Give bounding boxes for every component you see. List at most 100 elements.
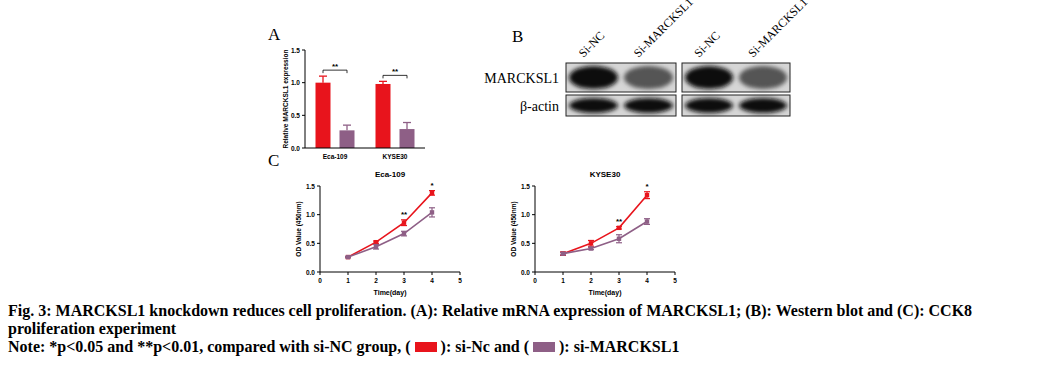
- x-tick: [348, 272, 349, 275]
- marker: [645, 193, 649, 197]
- error-cap: [379, 81, 387, 82]
- marker: [374, 245, 378, 249]
- error-bar: [560, 252, 566, 255]
- marker: [561, 251, 565, 255]
- error-cap: [644, 191, 650, 192]
- band: [685, 66, 733, 89]
- y-tick-label: 0.0: [291, 145, 300, 152]
- y-axis-line: [305, 50, 306, 148]
- x-axis-label: Time(day): [589, 289, 622, 297]
- marker: [589, 241, 593, 245]
- bar-chart: 0.00.51.01.5Eca-109KYSE30Relative MARCKS…: [282, 47, 425, 161]
- error-stem: [346, 125, 347, 130]
- caption-note: Note: *p<0.05 and **p<0.01, compared wit…: [8, 338, 1048, 356]
- x-tick-label: 5: [458, 277, 462, 284]
- y-tick-label: 0.5: [521, 240, 530, 247]
- band: [739, 66, 787, 89]
- series-line: [348, 193, 432, 257]
- y-tick-label: 1.0: [306, 211, 315, 218]
- y-tick-label: 1.5: [521, 183, 530, 190]
- x-tick-label: 5: [673, 277, 677, 284]
- panel-label: C: [268, 151, 279, 170]
- x-axis-line: [320, 272, 460, 273]
- y-tick: [317, 243, 320, 244]
- bar: [316, 83, 331, 148]
- legend-label: si-Nc: [455, 338, 490, 355]
- x-tick-label: 1: [346, 277, 350, 284]
- y-tick-label: 0.0: [306, 269, 315, 276]
- error-cap: [429, 216, 435, 217]
- x-tick: [460, 272, 461, 275]
- band: [685, 98, 733, 113]
- annotation: *: [645, 182, 649, 191]
- y-axis-line: [535, 186, 536, 272]
- y-tick: [317, 272, 320, 273]
- bar: [400, 129, 415, 148]
- y-tick: [317, 186, 320, 187]
- y-tick-label: 1.0: [291, 79, 300, 86]
- y-axis-line: [320, 186, 321, 272]
- y-tick: [532, 214, 535, 215]
- x-tick-label: 0: [533, 277, 537, 284]
- error-bar: [401, 220, 407, 226]
- x-tick: [376, 272, 377, 275]
- x-tick: [675, 272, 676, 275]
- marker: [645, 219, 649, 223]
- y-tick: [317, 214, 320, 215]
- blot-frame: [566, 95, 676, 116]
- chart-title: KYSE30: [590, 170, 621, 179]
- error-bar: [403, 123, 411, 130]
- band: [624, 98, 673, 113]
- error-stem: [406, 123, 407, 130]
- row-label: MARCKSL1: [484, 71, 559, 86]
- y-axis-label: OD Value (450nm): [510, 201, 518, 256]
- error-bar: [373, 244, 379, 249]
- line-chart: 0123450.00.51.01.5KYSE30Time(day)OD Valu…: [510, 170, 677, 297]
- series-line: [348, 212, 432, 257]
- series-line: [563, 222, 647, 254]
- blot-frame: [566, 63, 676, 92]
- y-tick-label: 1.5: [306, 183, 315, 190]
- error-cap: [401, 219, 407, 220]
- y-tick-label: 1.5: [291, 47, 300, 54]
- error-bar: [319, 76, 327, 83]
- plot-area: [345, 191, 435, 260]
- lane-label: Si-NC: [576, 29, 608, 61]
- panel-label: B: [512, 27, 523, 46]
- error-cap: [644, 218, 650, 219]
- error-bar: [616, 235, 622, 243]
- error-cap: [644, 224, 650, 225]
- caption-title-text: Fig. 3: MARCKSL1 knockdown reduces cell …: [8, 302, 972, 337]
- x-tick-label: 2: [374, 277, 378, 284]
- error-cap: [616, 234, 622, 235]
- row-label: β-actin: [520, 99, 559, 114]
- y-tick-label: 0.0: [521, 269, 530, 276]
- y-tick: [532, 243, 535, 244]
- error-bar: [401, 231, 407, 236]
- marker: [346, 255, 350, 259]
- x-tick-label: 4: [645, 277, 649, 284]
- panel-label: A: [268, 25, 281, 44]
- western-blot: MARCKSL1β-actinSi-NCSi-MARCKSL1Si-NCSi-M…: [484, 0, 810, 116]
- category-label: KYSE30: [383, 153, 408, 160]
- figure: ABC0.00.51.01.5Eca-109KYSE30Relative MAR…: [0, 0, 1052, 300]
- page: {"panel_labels": ["A", "B", "C"], "chart…: [0, 0, 1052, 379]
- blot-frame: [682, 95, 790, 116]
- series-line: [563, 195, 647, 253]
- note-text: ):: [441, 338, 456, 355]
- x-tick-label: 1: [561, 277, 565, 284]
- error-cap: [343, 124, 351, 125]
- annotation: **: [332, 62, 339, 71]
- caption: Fig. 3: MARCKSL1 knockdown reduces cell …: [8, 302, 1048, 356]
- y-tick: [302, 148, 305, 149]
- bar: [376, 84, 391, 148]
- error-bar: [644, 192, 650, 199]
- marker: [561, 251, 565, 255]
- marker: [589, 246, 593, 250]
- band: [569, 66, 618, 89]
- error-cap: [644, 198, 650, 199]
- x-tick-label: 3: [617, 277, 621, 284]
- x-tick: [647, 272, 648, 275]
- marker: [617, 226, 621, 230]
- band: [739, 98, 787, 113]
